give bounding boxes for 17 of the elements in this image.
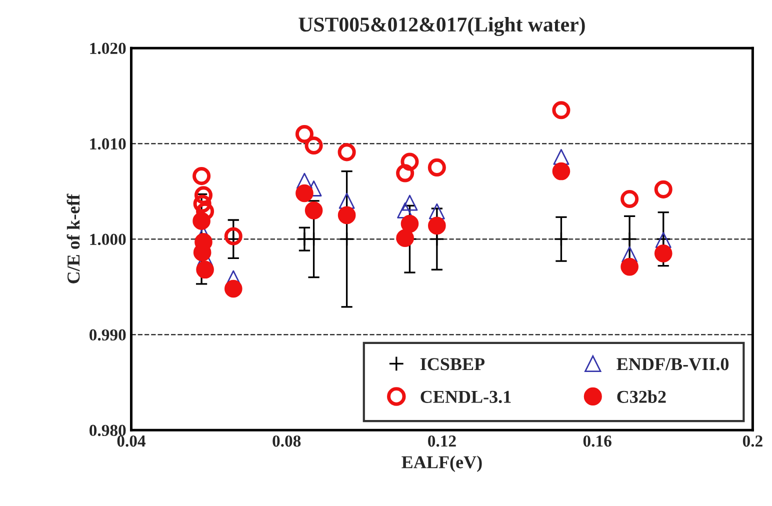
x-axis-title: EALF(eV)	[402, 456, 482, 472]
x-tick-label: 0.2	[742, 435, 762, 447]
x-tick-label: 0.04	[117, 435, 146, 447]
legend-label: CENDL-3.1	[420, 390, 511, 404]
legend-label: ENDF/B-VII.0	[616, 358, 729, 370]
chart-title: UST005&012&017(Light water)	[298, 16, 585, 36]
y-tick-label: 0.980	[90, 424, 126, 436]
x-tick-label: 0.16	[583, 435, 612, 447]
y-tick-label: 1.010	[90, 138, 126, 150]
x-tick-label: 0.08	[272, 435, 301, 447]
y-axis-title: C/E of k-eff	[66, 194, 80, 284]
y-tick-label: 0.990	[90, 329, 126, 341]
legend-label: ICSBEP	[420, 358, 485, 370]
y-tick-label: 1.000	[90, 234, 126, 246]
x-tick-label: 0.12	[428, 435, 456, 447]
legend-label: C32b2	[617, 390, 666, 403]
y-tick-label: 1.020	[90, 42, 126, 54]
